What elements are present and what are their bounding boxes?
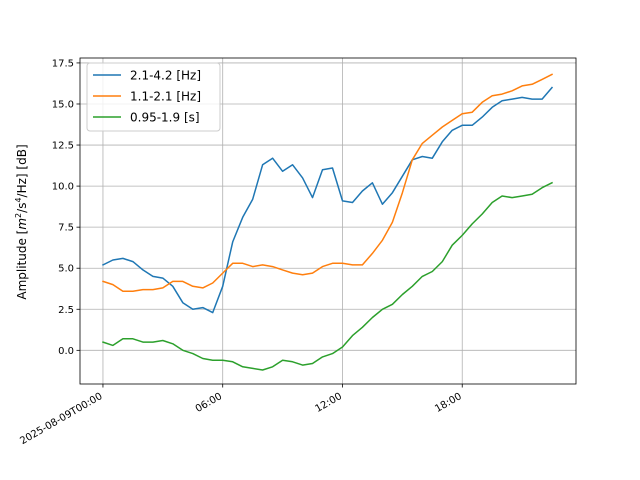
series-line-2 <box>102 73 554 292</box>
legend-box <box>86 62 221 132</box>
x-tick-label: 06:00 <box>194 391 224 415</box>
y-tick-label: 17.5 <box>52 58 74 69</box>
x-tick-label: 2025-08-09T00:00 <box>18 391 104 447</box>
x-tick-label: 18:00 <box>433 391 463 415</box>
legend-label: 0.95-1.9 [s] <box>130 111 200 125</box>
legend-label: 1.1-2.1 [Hz] <box>130 90 201 104</box>
y-tick-label: 7.5 <box>58 223 74 234</box>
y-tick-label: 0.0 <box>58 346 74 357</box>
x-tick-label: 12:00 <box>314 391 344 415</box>
y-tick-label: 2.5 <box>58 305 74 316</box>
series-lines <box>101 73 554 371</box>
y-tick-label: 5.0 <box>58 264 74 275</box>
y-tick-label: 15.0 <box>52 99 74 110</box>
y-tick-label: 10.0 <box>52 182 74 193</box>
y-axis-ticks: 0.0 2.5 5.0 7.5 10.0 12.5 15.0 17.5 <box>52 58 80 357</box>
series-line-1 <box>101 86 554 314</box>
plot-frame <box>79 57 577 385</box>
series-line-3 <box>102 181 554 371</box>
x-axis-ticks: 2025-08-09T00:00 06:00 12:00 18:00 <box>18 384 464 447</box>
legend: 2.1-4.2 [Hz] 1.1-2.1 [Hz] 0.95-1.9 [s] <box>86 62 221 132</box>
y-tick-label: 12.5 <box>52 141 74 152</box>
legend-label: 2.1-4.2 [Hz] <box>130 69 201 83</box>
y-axis-label: Amplitude [m2/s4/Hz] [dB] <box>14 144 29 299</box>
